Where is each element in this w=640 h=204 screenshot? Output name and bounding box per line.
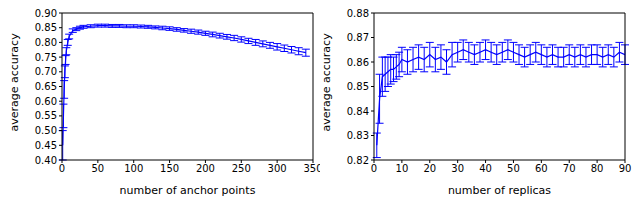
svg-text:0.82: 0.82 [347, 155, 369, 166]
svg-text:0.55: 0.55 [35, 110, 57, 121]
svg-text:60: 60 [535, 163, 548, 174]
svg-text:20: 20 [423, 163, 436, 174]
svg-text:0.45: 0.45 [35, 140, 57, 151]
svg-text:70: 70 [563, 163, 576, 174]
svg-text:0.85: 0.85 [347, 81, 369, 92]
svg-text:number of anchor points: number of anchor points [120, 184, 256, 196]
svg-text:90: 90 [619, 163, 632, 174]
svg-text:30: 30 [451, 163, 464, 174]
svg-text:350: 350 [303, 163, 320, 174]
svg-text:100: 100 [124, 163, 143, 174]
svg-text:0.40: 0.40 [35, 155, 57, 166]
svg-text:10: 10 [396, 163, 409, 174]
svg-text:40: 40 [479, 163, 492, 174]
svg-text:0.50: 0.50 [35, 125, 57, 136]
svg-text:0: 0 [371, 163, 377, 174]
svg-text:0.75: 0.75 [35, 52, 57, 63]
svg-text:250: 250 [232, 163, 251, 174]
svg-text:average accuracy: average accuracy [320, 33, 333, 132]
svg-text:200: 200 [196, 163, 215, 174]
svg-text:0.70: 0.70 [35, 66, 57, 77]
svg-text:300: 300 [268, 163, 287, 174]
svg-text:0.65: 0.65 [35, 81, 57, 92]
svg-text:0.87: 0.87 [347, 32, 369, 43]
svg-text:50: 50 [507, 163, 520, 174]
svg-text:0: 0 [59, 163, 65, 174]
svg-text:0.86: 0.86 [347, 57, 369, 68]
svg-text:0.84: 0.84 [347, 106, 369, 117]
svg-text:0.85: 0.85 [35, 22, 57, 33]
svg-text:number of replicas: number of replicas [448, 184, 551, 196]
svg-text:50: 50 [91, 163, 104, 174]
svg-text:150: 150 [160, 163, 179, 174]
svg-text:80: 80 [591, 163, 604, 174]
svg-text:average accuracy: average accuracy [8, 33, 21, 132]
svg-text:0.80: 0.80 [35, 37, 57, 48]
svg-text:0.88: 0.88 [347, 8, 369, 19]
svg-text:0.90: 0.90 [35, 8, 57, 19]
svg-text:0.83: 0.83 [347, 130, 369, 141]
svg-text:0.60: 0.60 [35, 96, 57, 107]
